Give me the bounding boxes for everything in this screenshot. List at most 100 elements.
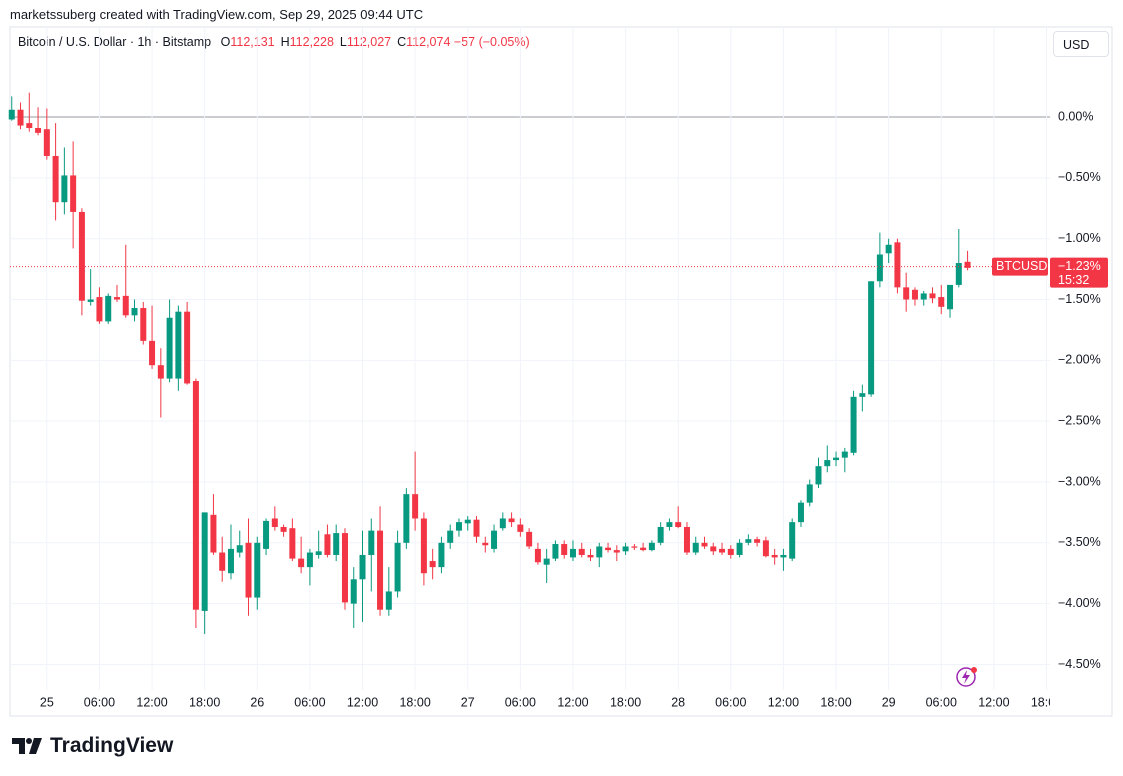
legend: Bitcoin / U.S. Dollar · 1h · Bitstamp O1… xyxy=(18,35,530,49)
x-tick-label: 12:00 xyxy=(347,695,378,709)
candle-body xyxy=(894,242,901,288)
candle-body xyxy=(719,548,726,553)
candle-body xyxy=(491,530,498,549)
candle-body xyxy=(78,211,85,301)
candle-body xyxy=(315,551,322,555)
y-tick-label: −1.00% xyxy=(1058,231,1101,245)
candle-body xyxy=(701,542,708,547)
candle-body xyxy=(745,539,752,543)
candle-body xyxy=(806,484,813,503)
currency-button[interactable]: USD xyxy=(1053,31,1109,57)
x-tick-label: 18:00 xyxy=(820,695,851,709)
candle-body xyxy=(868,281,875,395)
ohlc-key: H xyxy=(280,35,290,49)
candle-body xyxy=(561,544,568,555)
ohlc-value: 112,131 xyxy=(230,35,275,49)
candle-body xyxy=(289,528,296,559)
candle-body xyxy=(201,512,208,611)
candle-body xyxy=(631,546,638,548)
candle-body xyxy=(298,558,305,568)
candle-body xyxy=(26,123,33,128)
candle-body xyxy=(736,542,743,555)
logo-icon xyxy=(12,738,42,754)
candle-body xyxy=(87,299,94,302)
candle-body xyxy=(911,289,918,300)
ohlc-value: 112,027 xyxy=(346,35,392,49)
candle-body xyxy=(368,530,375,555)
x-tick-label: 27 xyxy=(461,695,475,709)
candle-body xyxy=(762,540,769,557)
x-tick-label: 18:00 xyxy=(1031,695,1062,709)
x-tick-label: 18:00 xyxy=(189,695,220,709)
candle-body xyxy=(377,530,384,610)
price-badge xyxy=(1050,257,1108,288)
candle-body xyxy=(306,552,313,568)
y-tick-label: −2.50% xyxy=(1058,413,1101,427)
candle-body xyxy=(692,542,699,553)
candle-body xyxy=(96,297,103,322)
candle-body xyxy=(675,522,682,527)
candle-body xyxy=(184,311,191,384)
candle-body xyxy=(420,518,427,574)
candle-body xyxy=(771,554,778,558)
candle-body xyxy=(149,340,156,366)
x-tick-label: 06:00 xyxy=(715,695,746,709)
candle-body xyxy=(833,457,840,461)
candle-body xyxy=(271,518,278,527)
candle-body xyxy=(657,526,664,543)
candle-body xyxy=(280,526,287,532)
candle-body xyxy=(52,155,59,203)
logo-text: TradingView xyxy=(50,734,174,757)
candle-body xyxy=(517,524,524,532)
candle-body xyxy=(920,293,927,300)
x-tick-label: 12:00 xyxy=(136,695,167,709)
candle-body xyxy=(192,381,199,610)
candle-body xyxy=(543,558,550,565)
ohlc-value: 112,074 xyxy=(406,35,451,49)
ohlc: O112,131 H112,228 L112,027 C112,074 xyxy=(215,35,451,49)
candle-body xyxy=(8,109,15,120)
candle-body xyxy=(841,451,848,458)
x-tick-label: 06:00 xyxy=(505,695,536,709)
candle-body xyxy=(710,546,717,552)
candle-body xyxy=(666,522,673,527)
candle-body xyxy=(35,127,42,133)
candle-body xyxy=(640,547,647,551)
candle-body xyxy=(359,554,366,580)
candle-body xyxy=(947,284,954,310)
candle-body xyxy=(333,533,340,555)
candle-body xyxy=(903,287,910,300)
lightning-icon xyxy=(956,667,977,687)
candle-body xyxy=(350,579,357,604)
candle-body xyxy=(622,546,629,552)
candle-body xyxy=(569,548,576,558)
x-tick-label: 06:00 xyxy=(84,695,115,709)
y-tick-label: −4.50% xyxy=(1058,657,1101,671)
candle-body xyxy=(157,365,164,379)
candle-body xyxy=(955,263,962,285)
x-tick-label: 06:00 xyxy=(294,695,325,709)
x-tick-label: 06:00 xyxy=(926,695,957,709)
candle-body xyxy=(885,244,892,254)
candle-body xyxy=(429,561,436,568)
candle-body xyxy=(166,317,173,379)
candle-body xyxy=(403,494,410,543)
candle-body xyxy=(552,544,559,559)
candle-body xyxy=(824,460,831,467)
change: −57 (−0.05%) xyxy=(453,35,530,49)
candle-body xyxy=(394,542,401,592)
price-label: −1.23% xyxy=(1058,259,1101,273)
countdown-label: 15:32 xyxy=(1058,273,1089,287)
candle-body xyxy=(324,534,331,555)
candle-body xyxy=(464,519,471,524)
candle-body xyxy=(254,542,261,598)
candle-body xyxy=(613,550,620,553)
candle-body xyxy=(938,297,945,307)
x-tick-label: 18:00 xyxy=(610,695,641,709)
candle-body xyxy=(534,548,541,563)
candle-body xyxy=(929,293,936,299)
candle-body xyxy=(850,396,857,453)
candle-body xyxy=(131,308,138,316)
